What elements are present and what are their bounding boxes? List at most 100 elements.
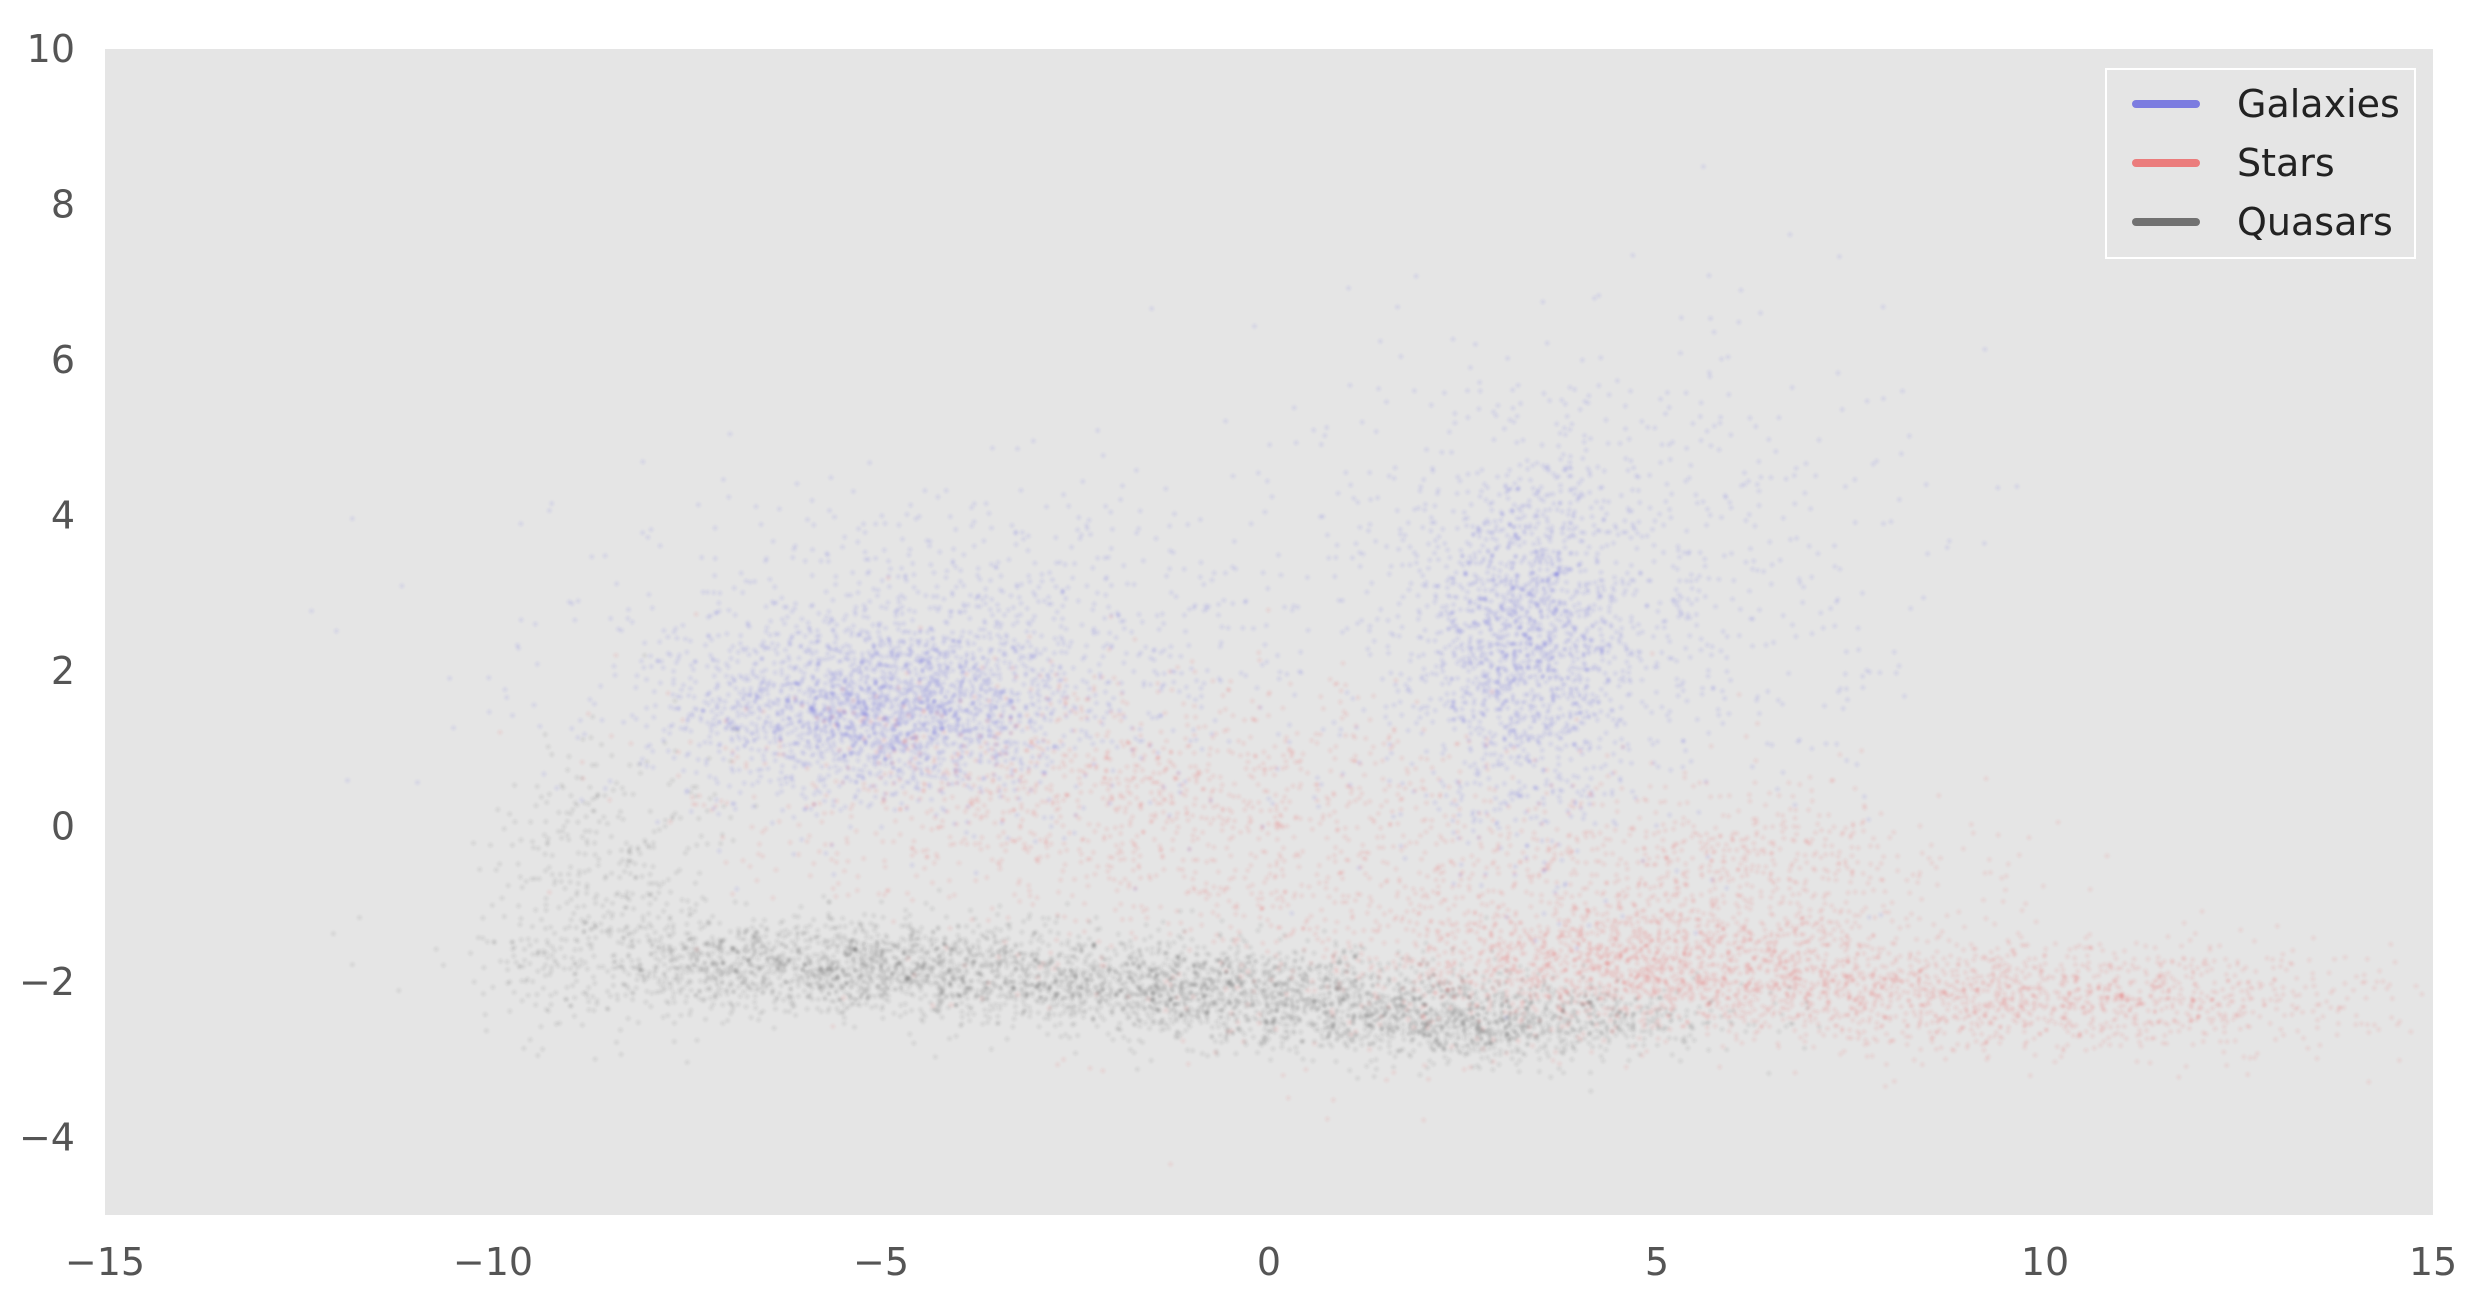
point [1439,651,1445,657]
point [910,617,915,623]
point [923,663,928,669]
point [1769,562,1775,568]
point [1820,625,1826,631]
point [756,715,762,721]
point [1594,499,1599,505]
point [837,677,842,682]
point [926,734,932,739]
point [1459,553,1465,559]
point [817,750,823,755]
point [1530,485,1536,491]
point [1392,465,1398,471]
point [973,725,979,730]
point [1133,467,1139,473]
point [865,571,870,576]
point [1054,609,1060,615]
point [918,766,924,772]
point [1576,613,1582,619]
point [1030,618,1035,623]
point [1170,550,1176,555]
point [1519,739,1525,745]
point [1455,675,1460,681]
point [823,673,829,679]
point [994,699,1000,705]
point [1040,678,1046,683]
point [983,703,988,709]
point [1724,634,1730,639]
point [1047,570,1052,576]
point [534,661,540,667]
point [1470,828,1476,834]
point [1523,646,1529,651]
point [1238,670,1244,676]
point [1663,411,1668,417]
point [846,726,851,731]
point [923,714,929,720]
point [1605,713,1611,718]
point [881,547,887,553]
point [830,654,836,660]
point [1367,470,1373,476]
point [1818,610,1824,616]
point [1571,641,1577,647]
point [820,755,826,761]
point [1060,637,1066,643]
point [908,502,914,508]
point [709,637,715,643]
point [1556,566,1562,571]
point [1585,714,1591,719]
point [1551,549,1556,555]
point [1012,755,1018,761]
point [789,721,795,726]
point [1529,688,1535,693]
point [678,725,684,731]
point [1461,700,1467,705]
point [1051,616,1057,622]
point [1489,734,1495,740]
point [867,636,873,641]
point [1526,737,1531,743]
point [916,514,922,519]
point [971,519,977,525]
point [896,522,902,528]
point [1136,612,1142,617]
point [1618,758,1624,764]
point [826,559,831,564]
point [1416,654,1422,659]
point [1486,776,1492,782]
point [510,713,515,718]
point [1451,602,1456,607]
point [1046,601,1051,607]
point [896,626,901,632]
point [1454,491,1460,496]
point [1322,433,1328,439]
point [1585,626,1590,632]
point [1616,683,1622,689]
point [1010,622,1016,628]
point [818,728,824,734]
point [1048,717,1053,723]
point [1061,836,1067,841]
point [1061,671,1067,676]
point [1090,565,1096,571]
point [1384,399,1389,405]
point [861,614,867,619]
point [1240,625,1246,631]
point [650,765,656,770]
point [965,602,971,608]
point [1688,758,1694,764]
point [986,511,992,516]
point [1393,682,1398,688]
point [821,707,827,713]
point [1666,405,1672,410]
point [1521,677,1527,682]
point [1458,607,1463,612]
point [1608,697,1613,703]
point [861,521,866,527]
point [1921,595,1926,601]
point [717,719,723,725]
point [1694,597,1700,603]
point [1564,579,1569,585]
point [1090,741,1096,747]
point [765,691,770,697]
